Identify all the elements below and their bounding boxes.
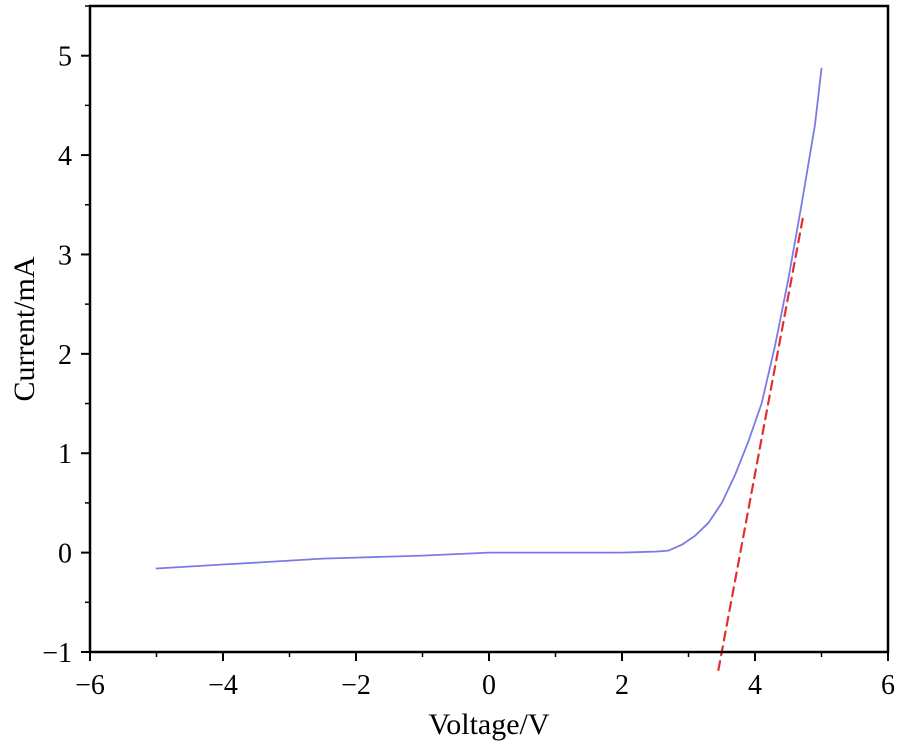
x-axis-title: Voltage/V bbox=[428, 708, 549, 741]
iv-curve-series bbox=[155, 67, 823, 570]
y-tick-label: 2 bbox=[58, 340, 72, 371]
plot-frame bbox=[88, 4, 890, 654]
x-tick-label: −6 bbox=[75, 670, 105, 701]
x-tick-label: −4 bbox=[208, 670, 238, 701]
tick-labels: −6 −4 −2 0 2 4 6 −1 0 1 2 3 4 5 bbox=[42, 42, 895, 701]
y-tick-label: 5 bbox=[58, 42, 72, 73]
y-tick-label: 1 bbox=[58, 439, 72, 470]
y-tick-label: 4 bbox=[58, 141, 72, 172]
x-tick-label: 2 bbox=[615, 670, 629, 701]
y-axis-title: Current/mA bbox=[8, 256, 41, 401]
x-tick-label: 6 bbox=[881, 670, 895, 701]
x-tick-label: 0 bbox=[482, 670, 496, 701]
y-tick-label: −1 bbox=[42, 638, 72, 669]
y-tick-label: 0 bbox=[58, 539, 72, 570]
axis-ticks bbox=[81, 5, 889, 661]
x-tick-label: −2 bbox=[341, 670, 371, 701]
x-tick-label: 4 bbox=[748, 670, 762, 701]
plot-area bbox=[155, 67, 823, 672]
fit-line-series bbox=[717, 216, 805, 672]
y-tick-label: 3 bbox=[58, 240, 72, 271]
